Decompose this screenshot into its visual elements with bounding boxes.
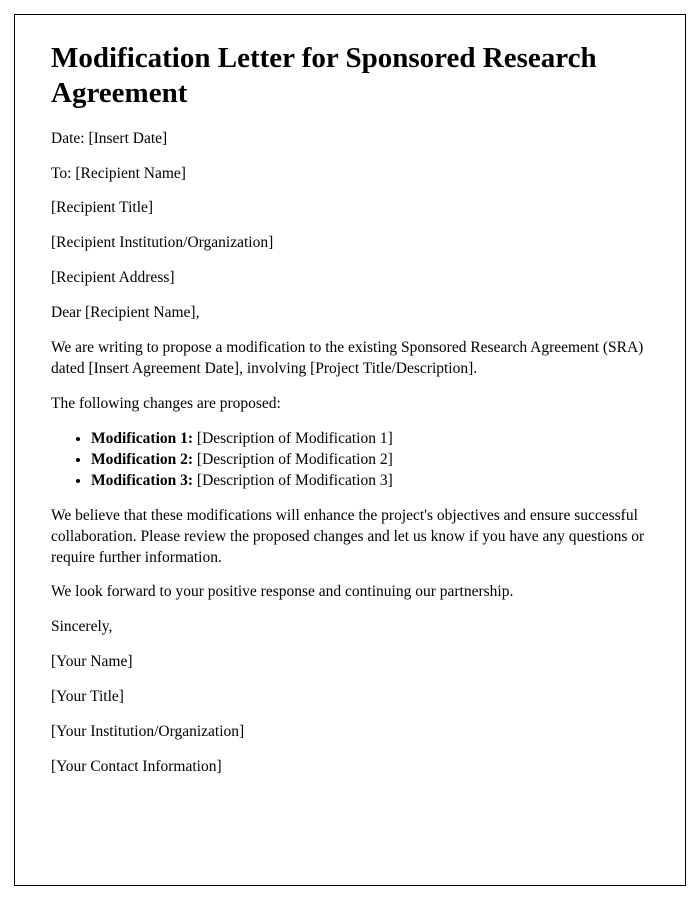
sender-contact: [Your Contact Information] bbox=[51, 757, 649, 778]
recipient-org: [Recipient Institution/Organization] bbox=[51, 233, 649, 254]
modifications-list: Modification 1: [Description of Modifica… bbox=[51, 429, 649, 492]
mod-desc: [Description of Modification 2] bbox=[193, 451, 393, 468]
date-line: Date: [Insert Date] bbox=[51, 129, 649, 150]
page-title: Modification Letter for Sponsored Resear… bbox=[51, 41, 649, 111]
mod-desc: [Description of Modification 1] bbox=[193, 430, 393, 447]
sender-title: [Your Title] bbox=[51, 687, 649, 708]
body-paragraph: We believe that these modifications will… bbox=[51, 506, 649, 569]
mod-label: Modification 3: bbox=[91, 472, 193, 489]
salutation: Dear [Recipient Name], bbox=[51, 303, 649, 324]
mod-label: Modification 2: bbox=[91, 451, 193, 468]
mod-label: Modification 1: bbox=[91, 430, 193, 447]
changes-lead: The following changes are proposed: bbox=[51, 394, 649, 415]
intro-paragraph: We are writing to propose a modification… bbox=[51, 338, 649, 380]
sender-name: [Your Name] bbox=[51, 652, 649, 673]
to-line: To: [Recipient Name] bbox=[51, 164, 649, 185]
list-item: Modification 1: [Description of Modifica… bbox=[91, 429, 649, 450]
list-item: Modification 3: [Description of Modifica… bbox=[91, 471, 649, 492]
list-item: Modification 2: [Description of Modifica… bbox=[91, 450, 649, 471]
document-page: Modification Letter for Sponsored Resear… bbox=[14, 14, 686, 886]
closing: Sincerely, bbox=[51, 617, 649, 638]
recipient-address: [Recipient Address] bbox=[51, 268, 649, 289]
sender-org: [Your Institution/Organization] bbox=[51, 722, 649, 743]
body-paragraph: We look forward to your positive respons… bbox=[51, 582, 649, 603]
recipient-title: [Recipient Title] bbox=[51, 198, 649, 219]
mod-desc: [Description of Modification 3] bbox=[193, 472, 393, 489]
